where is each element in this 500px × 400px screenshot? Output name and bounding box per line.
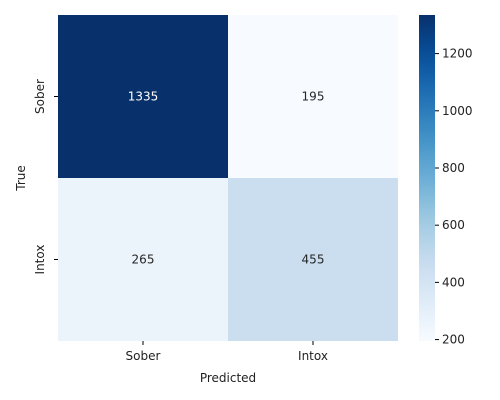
y-tick-label: Sober [33, 79, 47, 114]
colorbar-tick-label: 200 [442, 333, 465, 347]
colorbar [419, 15, 435, 341]
colorbar-tick-label: 600 [442, 218, 465, 232]
x-axis-label: Predicted [200, 371, 256, 385]
heatmap-cell [58, 178, 228, 341]
heatmap-cell-labels: 1335 195 265 455 [128, 90, 325, 267]
colorbar-axis: 200 400 600 800 1000 1200 [435, 47, 473, 347]
cell-value-label: 265 [132, 253, 155, 267]
y-tick-label: Intox [33, 245, 47, 275]
colorbar-gradient [419, 15, 435, 341]
heatmap-cell [228, 178, 398, 341]
x-tick-label: Intox [298, 349, 328, 363]
heatmap-cells [58, 15, 398, 341]
cell-value-label: 1335 [128, 90, 159, 104]
x-tick-label: Sober [126, 349, 161, 363]
colorbar-tick-label: 800 [442, 161, 465, 175]
y-axis-label: True [14, 165, 28, 192]
y-axis: Sober Intox [33, 79, 58, 274]
cell-value-label: 455 [302, 253, 325, 267]
colorbar-tick-label: 400 [442, 275, 465, 289]
x-axis: Sober Intox [126, 341, 328, 363]
colorbar-tick-label: 1000 [442, 104, 473, 118]
colorbar-tick-label: 1200 [442, 47, 473, 61]
heatmap-cell [228, 15, 398, 178]
heatmap-cell [58, 15, 228, 178]
cell-value-label: 195 [302, 90, 325, 104]
